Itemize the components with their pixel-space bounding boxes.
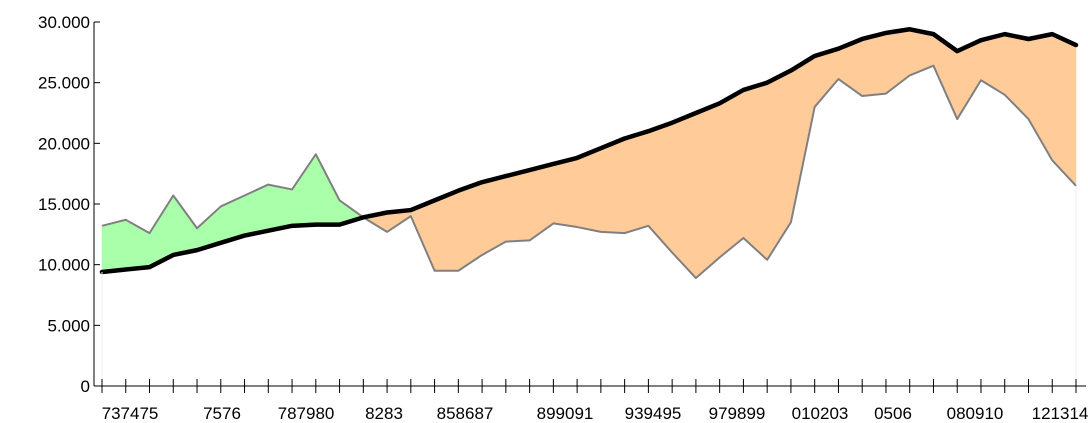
x-tick-label: 0506 (874, 404, 912, 423)
fill-segment-29-0 (790, 55, 815, 223)
fill-segment-6-0 (244, 184, 269, 236)
x-tick-label: 979899 (709, 404, 766, 423)
series-lines (99, 27, 1079, 280)
x-tick-label: 080910 (947, 404, 1004, 423)
fill-segment-23-0 (648, 122, 673, 254)
x-tick-label: 858687 (437, 404, 494, 423)
y-tick-label: 0 (81, 377, 90, 396)
fill-segment-0-0 (101, 219, 127, 273)
difference-fills (101, 28, 1077, 279)
x-tick-label: 939495 (625, 404, 682, 423)
fill-segment-14-0 (434, 190, 459, 272)
fill-segment-18-0 (529, 163, 554, 241)
fill-segment-32-0 (861, 32, 887, 97)
x-tick-label: 737475 (102, 404, 159, 423)
fill-segment-24-0 (671, 112, 697, 279)
x-tick-label: 787980 (278, 404, 335, 423)
fill-segment-26-0 (719, 89, 744, 259)
fill-segment-28-0 (766, 70, 792, 261)
x-tick-label: 121314 (1032, 404, 1088, 423)
series-line-thin (101, 64, 1077, 280)
fill-segment-19-0 (553, 157, 578, 228)
fill-segment-25-0 (695, 102, 720, 279)
fill-segment-34-0 (909, 28, 934, 76)
y-tick-label: 5.000 (47, 316, 90, 335)
x-tick-label: 010203 (792, 404, 849, 423)
x-tick-label: 7576 (203, 404, 241, 423)
y-tick-label: 25.000 (38, 74, 90, 93)
fill-segment-22-0 (624, 130, 649, 234)
y-tick-label: 15.000 (38, 195, 90, 214)
y-tick-label: 30.000 (38, 13, 90, 32)
fill-segment-21-0 (600, 138, 625, 234)
fill-segment-27-0 (743, 82, 768, 261)
fill-segment-9-0 (315, 154, 340, 225)
fill-segment-36-0 (956, 39, 982, 121)
x-tick-label: 899091 (537, 404, 594, 423)
axes: 0 5.000 10.000 15.000 20.000 25.000 30.000 7374… (38, 13, 1088, 423)
y-tick-label: 20.000 (38, 134, 90, 153)
x-tick-label: 8283 (365, 404, 403, 423)
fill-segment-3-0 (172, 194, 198, 256)
fill-segment-7-0 (267, 184, 293, 232)
fill-segment-37-0 (980, 33, 1006, 96)
fill-segment-8-0 (291, 153, 317, 227)
fill-segment-17-0 (505, 169, 530, 242)
fill-segment-30-0 (814, 48, 839, 108)
fill-segment-20-0 (576, 147, 602, 233)
y-tick-label: 10.000 (38, 256, 90, 275)
series-line-thick (99, 27, 1079, 275)
